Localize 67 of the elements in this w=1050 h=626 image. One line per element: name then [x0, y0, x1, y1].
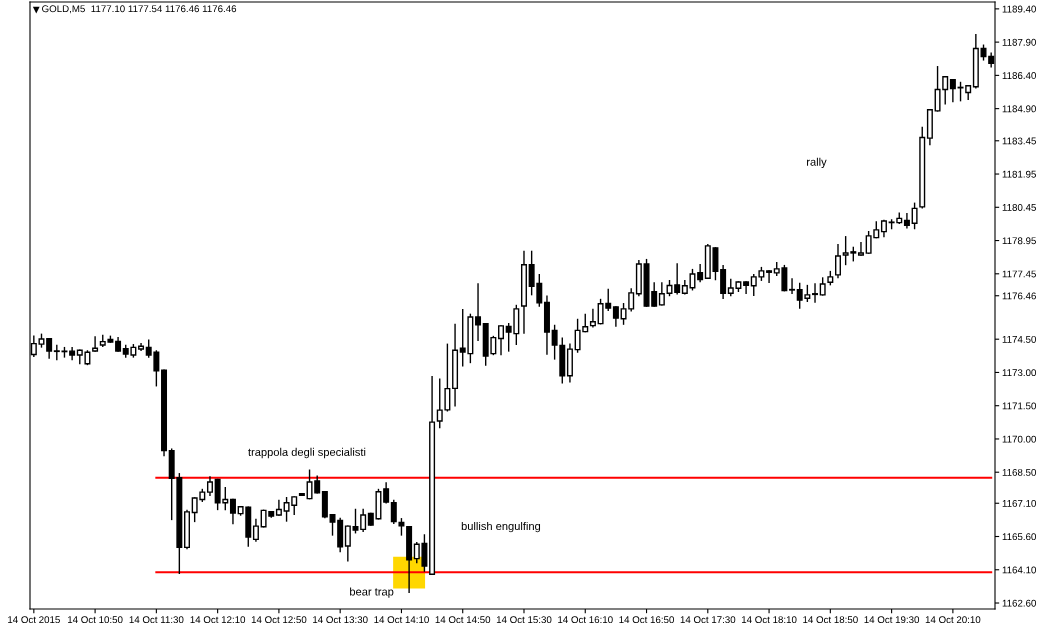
x-tick-label: 14 Oct 12:50: [251, 616, 307, 624]
annotation: bullish engulfing: [461, 521, 541, 533]
y-tick-label: 1173.00: [1002, 369, 1036, 377]
y-tick-label: 1183.45: [1002, 137, 1036, 145]
annotation: bear trap: [350, 587, 394, 598]
annotation: trappola degli specialisti: [248, 447, 366, 459]
y-tick-label: 1186.40: [1002, 72, 1036, 79]
y-tick-label: 1164.10: [1002, 566, 1036, 574]
candlestick: [344, 525, 351, 562]
x-tick-label: 14 Oct 14:50: [435, 616, 491, 624]
x-tick-label: 14 Oct 16:50: [619, 616, 674, 624]
y-tick-label: 1170.00: [1002, 435, 1036, 443]
candlestick: [589, 308, 596, 328]
x-tick-label: 14 Oct 16:10: [558, 616, 613, 624]
y-tick-label: 1180.45: [1002, 204, 1036, 211]
x-tick-label: 14 Oct 17:30: [680, 616, 736, 624]
x-tick-label: 14 Oct 18:10: [741, 616, 797, 624]
y-tick-label: 1171.50: [1002, 402, 1036, 410]
candlestick: [252, 518, 259, 542]
candlestick: [766, 270, 773, 283]
candlestick: [674, 263, 681, 295]
x-tick-label: 14 Oct 15:30: [496, 616, 552, 624]
y-tick-label: 1184.90: [1002, 105, 1036, 113]
candlestick: [360, 508, 367, 533]
y-tick-label: 1181.95: [1002, 170, 1036, 178]
annotation: rally: [807, 157, 827, 169]
candlestick: [857, 242, 864, 256]
x-tick-label: 14 Oct 10:50: [68, 616, 123, 624]
candlestick: [475, 283, 482, 342]
y-tick-label: 1162.60: [1002, 599, 1036, 607]
x-tick-label: 14 Oct 2015: [8, 616, 60, 624]
candlestick: [903, 213, 910, 229]
y-tick-label: 1178.95: [1002, 237, 1036, 245]
candlestick: [720, 264, 727, 299]
y-tick-label: 1187.90: [1002, 38, 1036, 46]
candlestick: [498, 325, 505, 356]
y-tick-label: 1168.50: [1002, 468, 1036, 476]
chart-title: GOLD,M5 1177.10 1177.54 1176.46 1176.46: [42, 5, 237, 14]
x-tick-label: 14 Oct 11:30: [129, 616, 184, 624]
x-tick-label: 14 Oct 20:10: [925, 616, 981, 624]
y-tick-label: 1167.10: [1002, 499, 1036, 507]
candlestick: [812, 283, 819, 303]
candlestick: [206, 476, 213, 496]
candlestick: [383, 482, 390, 504]
y-tick-label: 1176.46: [1002, 292, 1036, 300]
x-tick-label: 14 Oct 18:50: [803, 616, 858, 624]
x-tick-label: 14 Oct 14:10: [374, 616, 429, 624]
x-tick-label: 14 Oct 19:30: [864, 616, 920, 624]
candlestick: [612, 306, 619, 327]
y-tick-label: 1189.40: [1002, 5, 1036, 13]
candlestick: [46, 338, 53, 359]
candlestick: [390, 499, 397, 525]
y-tick-label: 1165.60: [1002, 533, 1036, 541]
candlestick: [229, 498, 236, 525]
candlestick: [911, 202, 918, 230]
candlestick: [835, 244, 841, 279]
y-tick-label: 1177.45: [1002, 270, 1036, 278]
y-tick-label: 1174.50: [1002, 335, 1036, 343]
x-tick-label: 14 Oct 13:30: [313, 616, 368, 624]
candlestick: [92, 336, 99, 352]
x-tick-label: 14 Oct 12:10: [190, 616, 246, 624]
candlestick: [743, 281, 750, 295]
candlestick: [352, 508, 359, 534]
candlestick: [658, 282, 665, 306]
candlestick: [789, 278, 796, 295]
candlestick: [949, 78, 956, 103]
candlestick: [275, 499, 282, 516]
